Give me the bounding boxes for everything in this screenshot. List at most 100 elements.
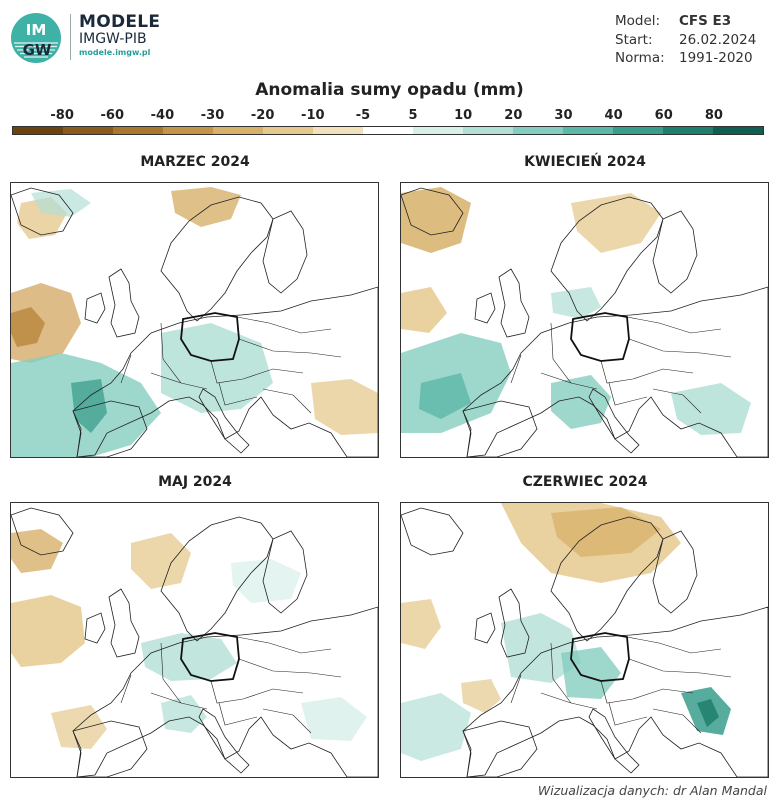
anomaly-area [551,287,601,319]
brand-subtitle: IMGW-PIB [79,31,147,47]
coastline [550,516,664,642]
country-border [626,316,722,334]
country-border [600,680,694,704]
coastline [11,187,74,236]
anomaly-area [131,533,191,589]
country-border [236,316,332,334]
country-border [540,692,598,710]
colorbar-segment [463,127,513,134]
country-border [210,360,304,384]
coastline [652,210,698,294]
coastline [401,507,464,556]
colorbar-tick-label: 30 [554,108,573,123]
colorbar-tick-label: -20 [250,108,275,123]
country-border [600,360,694,384]
anomaly-area [11,307,45,347]
anomaly-area [31,189,91,217]
anomaly-area [311,379,378,435]
brand-url-link[interactable]: modele.imgw.pl [79,48,151,57]
anomaly-area [11,529,63,573]
country-border [160,322,182,384]
poland-border [180,312,240,362]
coastline [474,612,496,644]
anomaly-area [11,595,85,667]
logo-divider [70,14,71,60]
panel-title-czerwiec: CZERWIEC 2024 [522,474,648,490]
colorbar-segment [163,127,213,134]
colorbar-tick-label: 20 [504,108,523,123]
coastline [160,196,274,322]
coastline [72,400,148,457]
country-border [218,702,258,726]
anomaly-area [231,559,301,603]
colorbar-segment [413,127,463,134]
meta-row-norma: Norma: 1991-2020 [615,49,756,68]
colorbar-segment [613,127,663,134]
imgw-logo: IM GW [11,13,61,63]
country-border [262,388,312,414]
country-border [608,702,648,726]
legend-title: Anomalia sumy opadu (mm) [255,80,524,100]
map-panel-maj [10,502,379,778]
meta-value: 1991-2020 [679,50,753,66]
country-border [628,658,732,678]
anomaly-area [571,193,661,253]
anomaly-area [401,287,447,333]
coastline [462,720,538,777]
anomaly-area [501,613,581,683]
panel-title-marzec: MARZEC 2024 [140,154,250,170]
country-border [510,354,522,384]
colorbar-tick-label: -60 [100,108,125,123]
colorbar-segment [313,127,363,134]
coastline [84,612,106,644]
country-border [550,322,572,384]
country-border [120,354,132,384]
panel-title-kwiecien: KWIECIEŃ 2024 [524,154,646,170]
colorbar-segment [663,127,713,134]
coastline [11,507,74,556]
coastline [588,708,640,774]
coastline [498,588,530,658]
anomaly-area [419,373,471,419]
map-panel-czerwiec [400,502,769,778]
colorbar-tick-label: -10 [301,108,325,123]
colorbar-segment [563,127,613,134]
anomaly-area [697,699,719,727]
country-border [160,642,182,704]
map-svg [401,187,768,457]
country-border [608,382,648,406]
map-panel-marzec [10,182,379,458]
coastline [474,292,496,324]
map-panel-kwiecien [400,182,769,458]
anomaly-area [161,323,273,413]
colorbar-tick-label: 60 [654,108,673,123]
coastline [72,606,378,777]
poland-border [180,632,240,682]
coastline [262,210,308,294]
colorbar-tick-label: 80 [704,108,723,123]
anomaly-area [561,647,621,699]
anomaly-area [401,599,441,649]
meta-row-model: Model: CFS E3 [615,12,756,31]
country-border [238,338,342,358]
coastline [198,388,250,454]
coastline [588,388,640,454]
anomaly-area [401,693,471,761]
country-border [628,338,732,358]
anomaly-area [71,379,107,433]
colorbar-segment [13,127,63,134]
model-metadata: Model: CFS E3 Start: 26.02.2024 Norma: 1… [615,12,756,68]
colorbar-segment [363,127,413,134]
country-border [550,642,572,704]
coastline [108,268,140,338]
coastline [198,708,250,774]
coastline [401,187,464,236]
anomaly-area [671,383,751,435]
colorbar-tick-label: -80 [50,108,74,123]
country-border [218,382,258,406]
credit-text: Wizualizacja danych: dr Alan Mandal [537,783,767,798]
country-border [510,674,522,704]
anomaly-area [171,187,241,227]
country-border [626,636,722,654]
colorbar-tick-label: 5 [408,108,418,123]
